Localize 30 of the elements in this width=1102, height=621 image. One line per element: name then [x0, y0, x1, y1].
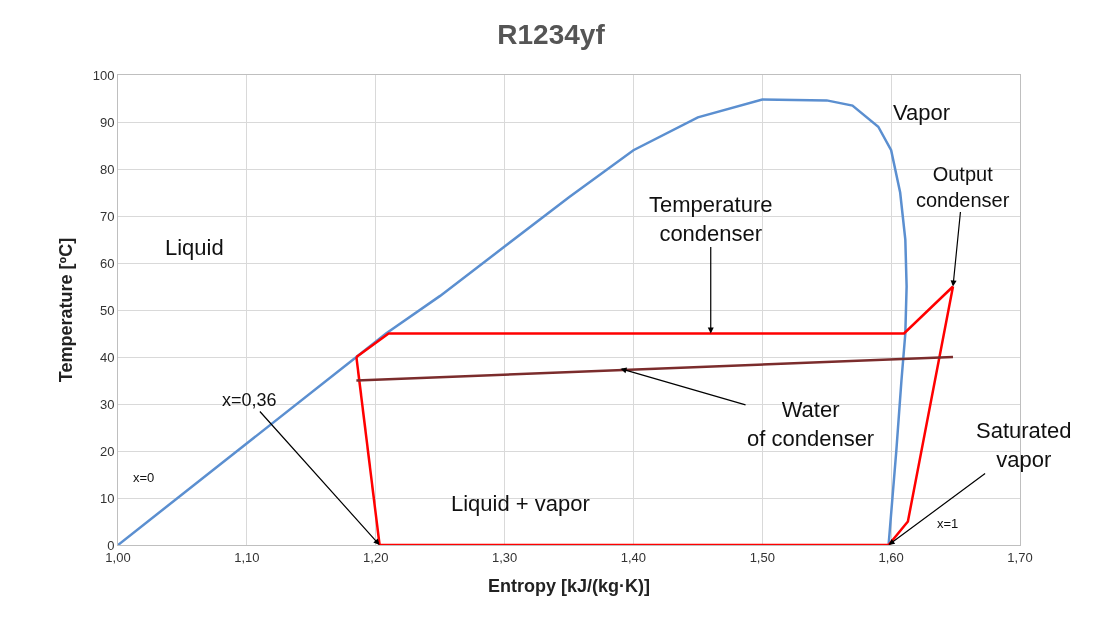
- x-tick-label: 1,10: [234, 549, 260, 565]
- annotation: Saturated vapor: [976, 418, 1072, 472]
- annotation: Temperature condenser: [649, 192, 773, 246]
- y-tick-label: 100: [92, 67, 115, 83]
- x-tick-label: 1,70: [1007, 549, 1033, 565]
- y-tick-label: 90: [99, 114, 115, 130]
- y-tick-label: 20: [99, 443, 115, 459]
- y-tick-label: 40: [99, 349, 115, 365]
- x-tick-label: 1,30: [491, 549, 518, 565]
- chart-title: R1234yf: [497, 19, 606, 51]
- annotation: x=0,36: [222, 390, 277, 410]
- annotation: x=0: [133, 470, 155, 485]
- y-tick-label: 70: [99, 208, 115, 224]
- annotation: Liquid + vapor: [451, 491, 590, 516]
- annotation: Water of condenser: [747, 397, 875, 451]
- y-tick-label: 60: [99, 255, 115, 271]
- x-axis-title: Entropy [kJ/(kg·K)]: [488, 575, 650, 596]
- y-tick-label: 10: [99, 490, 115, 506]
- annotation: Vapor: [893, 100, 951, 125]
- x-tick-label: 1,60: [878, 549, 904, 565]
- y-tick-label: 80: [99, 161, 115, 177]
- x-tick-label: 1,20: [363, 549, 389, 565]
- y-axis-title: Temperature [ºC]: [55, 237, 76, 383]
- annotation: Liquid: [165, 235, 224, 260]
- y-tick-label: 30: [99, 396, 115, 412]
- x-tick-label: 1,50: [749, 549, 775, 565]
- annotation: Output condenser: [916, 163, 1010, 211]
- x-tick-label: 1,40: [620, 549, 647, 565]
- y-tick-label: 50: [99, 302, 115, 318]
- annotation: x=1: [937, 516, 959, 531]
